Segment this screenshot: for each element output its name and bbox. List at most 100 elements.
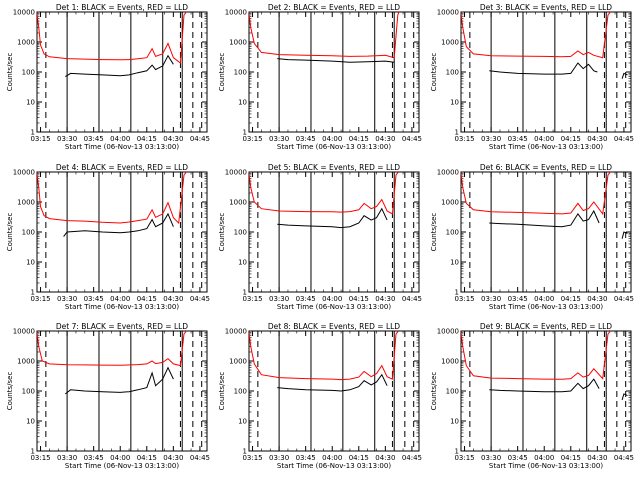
chart-panel: 1 10 100 1000 10000 03:15 03:30 03:45 04:00 04:15… <box>6 322 210 470</box>
y-tick-label: 1000 <box>229 199 247 207</box>
plot-frame <box>36 11 208 133</box>
panel-title: Det 3: BLACK = Events, RED = LLD <box>480 3 612 12</box>
y-tick-label: 1 <box>455 448 459 456</box>
y-tick-label: 1 <box>455 289 459 297</box>
lld-series-line <box>249 331 400 381</box>
x-tick-label: 04:45 <box>614 454 634 462</box>
y-axis-label: Counts/sec <box>6 372 14 411</box>
events-series-line <box>489 62 598 75</box>
y-axis-label: Counts/sec <box>430 53 438 92</box>
x-tick-label: 04:00 <box>322 295 342 303</box>
x-tick-label: 04:15 <box>561 135 581 143</box>
y-tick-label: 10 <box>26 259 35 267</box>
panel-title: Det 2: BLACK = Events, RED = LLD <box>268 3 400 12</box>
panel-title: Det 9: BLACK = Events, RED = LLD <box>480 322 612 331</box>
y-tick-label: 10000 <box>437 169 459 177</box>
x-tick-label: 03:45 <box>296 454 316 462</box>
y-tick-label: 10000 <box>13 328 35 336</box>
events-series-line <box>277 373 388 392</box>
y-tick-label: 100 <box>234 388 247 396</box>
x-tick-label: 03:15 <box>30 454 50 462</box>
x-tick-label: 04:30 <box>163 295 183 303</box>
y-tick-label: 100 <box>446 388 459 396</box>
x-axis-label: Start Time (06-Nov-13 03:13:00) <box>277 462 391 470</box>
y-tick-label: 1 <box>31 448 35 456</box>
x-tick-label: 03:45 <box>508 295 528 303</box>
x-tick-label: 03:30 <box>57 295 77 303</box>
chart-panel: 1 10 100 1000 10000 03:15 03:30 03:45 04:00 04:15… <box>6 163 210 311</box>
x-tick-label: 03:30 <box>57 454 77 462</box>
chart-panel: 1 10 100 1000 10000 03:15 03:30 03:45 04:00 04:15… <box>6 3 210 151</box>
x-tick-label: 04:45 <box>614 135 634 143</box>
plot-frame <box>248 171 420 293</box>
y-tick-label: 1000 <box>229 358 247 366</box>
x-axis-label: Start Time (06-Nov-13 03:13:00) <box>277 143 391 151</box>
y-tick-label: 1 <box>243 448 247 456</box>
y-axis-label: Counts/sec <box>430 213 438 252</box>
x-axis-label: Start Time (06-Nov-13 03:13:00) <box>65 462 179 470</box>
x-tick-label: 04:45 <box>190 454 210 462</box>
plot-frame <box>36 330 208 452</box>
x-tick-label: 04:30 <box>587 454 607 462</box>
x-tick-label: 04:45 <box>402 135 422 143</box>
y-tick-label: 1 <box>31 289 35 297</box>
x-tick-label: 04:15 <box>137 295 157 303</box>
x-tick-label: 04:15 <box>137 454 157 462</box>
x-tick-label: 03:45 <box>508 135 528 143</box>
x-tick-label: 04:30 <box>163 135 183 143</box>
x-tick-label: 04:00 <box>322 454 342 462</box>
panel-title: Det 1: BLACK = Events, RED = LLD <box>56 3 188 12</box>
lld-series-line <box>37 12 188 64</box>
x-axis-label: Start Time (06-Nov-13 03:13:00) <box>65 143 179 151</box>
x-tick-label: 03:30 <box>481 295 501 303</box>
plot-frame <box>460 330 632 452</box>
x-tick-label: 03:15 <box>242 295 262 303</box>
y-axis-label: Counts/sec <box>218 53 226 92</box>
x-tick-label: 04:30 <box>375 135 395 143</box>
x-tick-label: 03:45 <box>84 295 104 303</box>
x-tick-label: 03:15 <box>30 135 50 143</box>
x-tick-label: 03:45 <box>84 135 104 143</box>
panel-title: Det 6: BLACK = Events, RED = LLD <box>480 163 612 172</box>
y-tick-label: 10000 <box>225 9 247 17</box>
y-tick-label: 10000 <box>437 328 459 336</box>
x-tick-label: 04:00 <box>534 135 554 143</box>
x-tick-label: 04:00 <box>110 295 130 303</box>
x-tick-label: 03:30 <box>481 454 501 462</box>
y-tick-label: 10 <box>450 99 459 107</box>
y-tick-label: 10 <box>26 99 35 107</box>
x-tick-label: 03:15 <box>454 135 474 143</box>
x-tick-label: 03:15 <box>242 454 262 462</box>
y-tick-label: 10000 <box>13 9 35 17</box>
y-tick-label: 100 <box>22 229 35 237</box>
events-series-line <box>65 54 174 78</box>
y-tick-label: 100 <box>22 388 35 396</box>
y-tick-label: 1000 <box>17 199 35 207</box>
plot-frame <box>460 11 632 133</box>
panel-title: Det 4: BLACK = Events, RED = LLD <box>56 163 188 172</box>
x-tick-label: 03:45 <box>296 295 316 303</box>
x-tick-label: 04:45 <box>190 295 210 303</box>
y-tick-label: 1000 <box>441 39 459 47</box>
x-tick-label: 03:30 <box>269 135 289 143</box>
plot-frame <box>36 171 208 293</box>
chart-panel: 1 10 100 1000 10000 03:15 03:30 03:45 04:00 04:15… <box>430 163 634 311</box>
lld-series-line <box>461 12 612 59</box>
chart-panel: 1 10 100 1000 10000 03:15 03:30 03:45 04:00 04:15… <box>218 322 422 470</box>
x-tick-label: 03:30 <box>269 454 289 462</box>
x-tick-label: 04:30 <box>163 454 183 462</box>
y-axis-label: Counts/sec <box>430 372 438 411</box>
y-axis-label: Counts/sec <box>6 53 14 92</box>
x-tick-label: 04:15 <box>349 454 369 462</box>
y-tick-label: 10 <box>238 418 247 426</box>
chart-panel: 1 10 100 1000 10000 03:15 03:30 03:45 04:00 04:15… <box>430 3 634 151</box>
x-tick-label: 04:30 <box>375 454 395 462</box>
y-tick-label: 10 <box>26 418 35 426</box>
lld-series-line <box>37 172 188 225</box>
y-axis-label: Counts/sec <box>218 372 226 411</box>
x-tick-label: 04:00 <box>534 454 554 462</box>
x-tick-label: 03:15 <box>454 454 474 462</box>
panel-title: Det 7: BLACK = Events, RED = LLD <box>56 322 188 331</box>
y-tick-label: 10 <box>238 99 247 107</box>
y-tick-label: 1 <box>243 129 247 137</box>
